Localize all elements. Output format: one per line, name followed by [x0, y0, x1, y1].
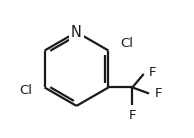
- Text: Cl: Cl: [19, 84, 32, 97]
- Text: N: N: [71, 25, 82, 40]
- Text: F: F: [149, 66, 157, 79]
- Text: F: F: [154, 87, 162, 100]
- Text: F: F: [129, 109, 136, 122]
- Text: Cl: Cl: [121, 37, 134, 50]
